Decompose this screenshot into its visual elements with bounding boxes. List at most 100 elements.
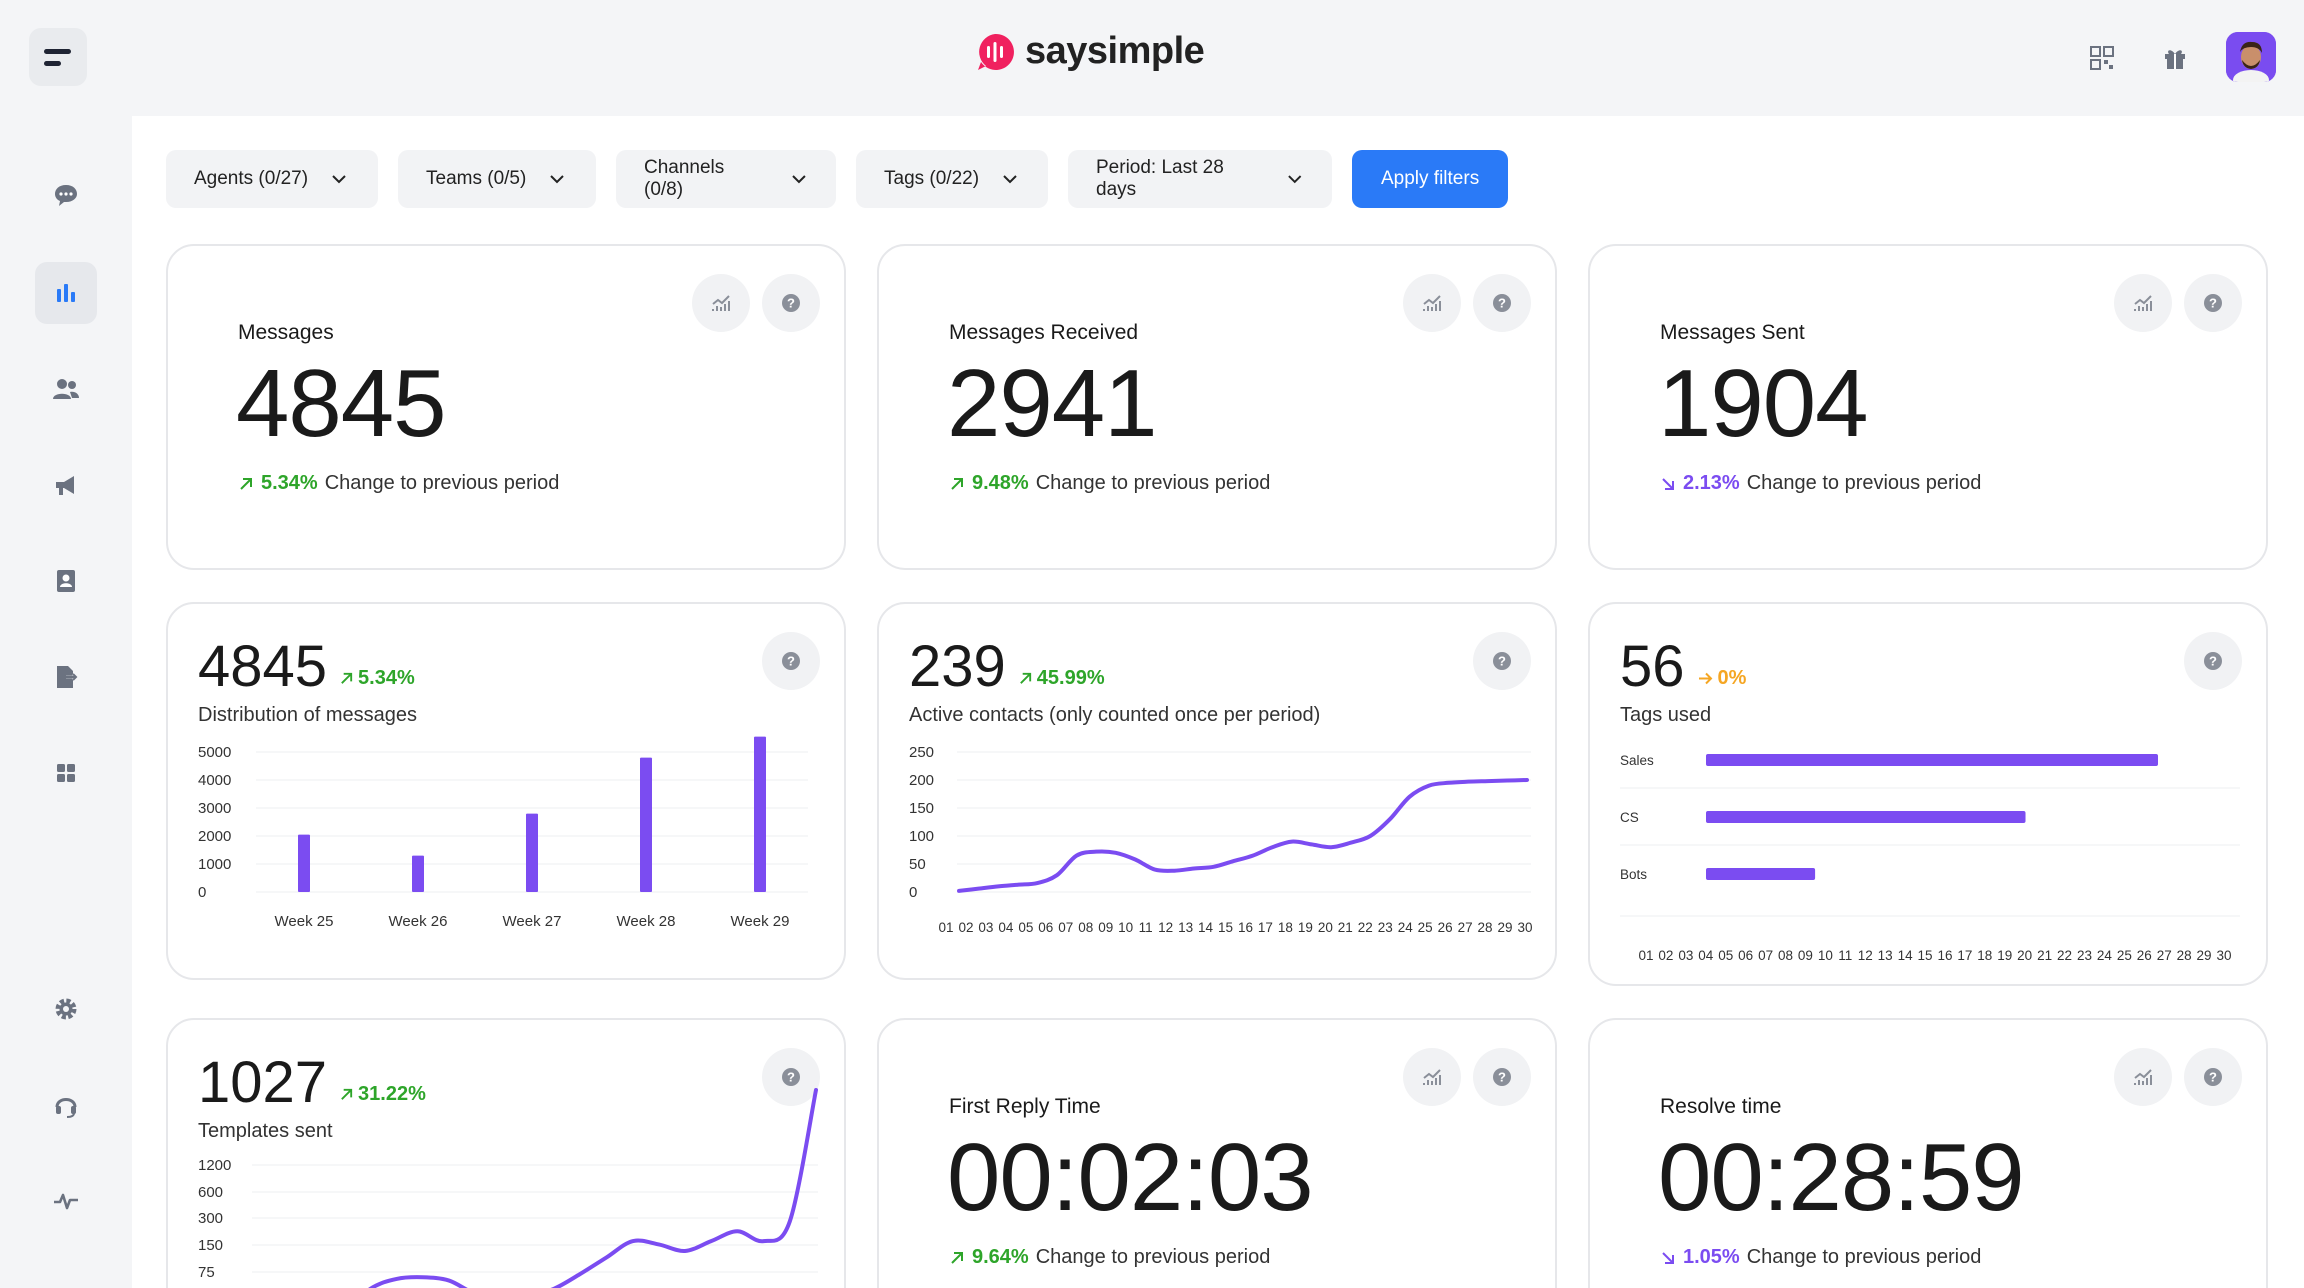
x-tick-label: 20	[1318, 920, 1333, 935]
sidebar-item-statistics[interactable]	[35, 262, 97, 324]
y-tick-label: 2000	[198, 828, 231, 845]
help-button[interactable]: ?	[1473, 632, 1531, 690]
filter-label: Period: Last 28 days	[1096, 157, 1224, 200]
chart-change: 5.34%	[339, 667, 415, 690]
x-tick-label: 22	[2057, 948, 2072, 963]
change-percent: 9.64%	[972, 1246, 1029, 1268]
x-tick-label: 23	[1378, 920, 1393, 935]
stat-value: 00:02:03	[947, 1124, 1314, 1231]
help-button[interactable]: ?	[2184, 632, 2242, 690]
arrow-up-right-icon	[240, 477, 252, 490]
x-tick-label: 13	[1178, 920, 1193, 935]
chart-header: 1027 31.22%	[198, 1054, 426, 1112]
y-tick-label: 1200	[198, 1157, 231, 1174]
x-tick-label: 15	[1918, 948, 1933, 963]
apply-filters-button[interactable]: Apply filters	[1352, 150, 1509, 208]
x-tick-label: 12	[1858, 948, 1873, 963]
change-percent: 5.34%	[261, 472, 318, 494]
svg-text:?: ?	[1498, 296, 1506, 311]
change-text: Change to previous period	[1746, 472, 1982, 494]
x-tick-label: 25	[1418, 920, 1433, 935]
x-tick-label: 04	[1698, 948, 1714, 963]
line-chart-icon	[2134, 295, 2152, 311]
filter-channels[interactable]: Channels (0/8)	[616, 150, 836, 208]
y-tick-label: 150	[198, 1237, 223, 1254]
help-button[interactable]: ?	[1473, 1048, 1531, 1106]
x-tick-label: 01	[938, 920, 953, 935]
arrow-up-right-icon	[1019, 672, 1031, 684]
sidebar-item-conversations[interactable]	[35, 164, 97, 226]
y-tick-label: Bots	[1620, 867, 1647, 882]
trend-chart-button[interactable]	[692, 274, 750, 332]
x-tick-label: 07	[1058, 920, 1073, 935]
trend-chart-button[interactable]	[2114, 274, 2172, 332]
sidebar-item-campaigns[interactable]	[35, 454, 97, 516]
stat-change: 2.13% Change to previous period	[1660, 472, 1981, 495]
filter-agents[interactable]: Agents (0/27)	[166, 150, 378, 208]
bar	[1706, 811, 2026, 823]
x-tick-label: 27	[1458, 920, 1473, 935]
user-avatar[interactable]	[2226, 32, 2276, 82]
x-tick-label: 22	[1358, 920, 1373, 935]
filter-tags[interactable]: Tags (0/22)	[856, 150, 1048, 208]
help-button[interactable]: ?	[762, 1048, 820, 1106]
x-tick-label: Week 25	[275, 913, 334, 930]
series-line	[957, 778, 1529, 893]
sidebar-item-apps[interactable]	[35, 742, 97, 804]
trend-chart-button[interactable]	[2114, 1048, 2172, 1106]
chart-change-percent: 31.22%	[358, 1083, 426, 1105]
megaphone-icon	[56, 476, 74, 495]
help-button[interactable]: ?	[2184, 1048, 2242, 1106]
help-button[interactable]: ?	[1473, 274, 1531, 332]
filter-teams[interactable]: Teams (0/5)	[398, 150, 596, 208]
menu-toggle-button[interactable]	[29, 28, 87, 86]
chart-value: 239	[909, 634, 1006, 699]
gift-icon[interactable]	[2161, 44, 2189, 72]
bar	[298, 834, 310, 892]
help-button[interactable]: ?	[762, 632, 820, 690]
brand-logo[interactable]: saysimple	[975, 30, 1205, 73]
x-tick-label: 29	[1498, 920, 1513, 935]
headset-icon	[55, 1098, 77, 1118]
active-contacts-line-chart: 250 200 150 100 50 0 01 02 03 04 05 06 07 08 09 10 11 12 1…	[909, 744, 1533, 935]
x-tick-label: 30	[1517, 920, 1532, 935]
chart-subtitle: Distribution of messages	[198, 704, 417, 726]
filter-label: Agents (0/27)	[194, 168, 309, 189]
x-tick-label: 04	[998, 920, 1014, 935]
y-tick-label: 4000	[198, 772, 231, 789]
x-tick-label: 27	[2157, 948, 2172, 963]
x-tick-label: 06	[1038, 920, 1053, 935]
change-percent: 9.48%	[972, 472, 1029, 494]
y-tick-label: 1000	[198, 856, 231, 873]
bar	[640, 757, 652, 892]
change-text: Change to previous period	[1035, 472, 1271, 494]
chart-subtitle: Active contacts (only counted once per p…	[909, 704, 1321, 726]
sidebar-item-address-book[interactable]	[35, 550, 97, 612]
help-button[interactable]: ?	[2184, 274, 2242, 332]
filter-period[interactable]: Period: Last 28 days	[1068, 150, 1332, 208]
line-chart-icon	[1423, 1069, 1441, 1085]
qr-code-icon[interactable]	[2088, 44, 2116, 72]
stat-card-first-reply-time: ? First Reply Time 00:02:03 9.64% Change…	[877, 1018, 1557, 1288]
bar	[1706, 868, 1816, 880]
help-circle-icon: ?	[782, 294, 800, 312]
trend-chart-button[interactable]	[1403, 1048, 1461, 1106]
x-tick-label: 11	[1139, 920, 1153, 935]
stat-change: 9.64% Change to previous period	[949, 1246, 1270, 1269]
chart-change: 45.99%	[1018, 667, 1105, 690]
app-header: saysimple	[0, 0, 2304, 116]
sidebar-item-export[interactable]	[35, 646, 97, 708]
y-tick-label: Sales	[1620, 753, 1654, 768]
file-export-icon	[57, 666, 80, 688]
chart-change-percent: 45.99%	[1036, 667, 1105, 689]
help-button[interactable]: ?	[762, 274, 820, 332]
sidebar-item-support[interactable]	[35, 1074, 97, 1136]
sidebar-item-activity[interactable]	[35, 1170, 97, 1232]
chart-card-tags-used: ? 56 0% Tags used Sales CS Bots 01 02 03 04 05 0…	[1588, 602, 2268, 986]
trend-chart-button[interactable]	[1403, 274, 1461, 332]
stat-change: 9.48% Change to previous period	[949, 472, 1270, 495]
tags-horizontal-bar-chart: Sales CS Bots 01 02 03 04 05 06 07 08 09 10 11 12 13 14 1…	[1620, 753, 2240, 963]
sidebar-item-settings[interactable]	[35, 978, 97, 1040]
x-tick-label: 05	[1018, 920, 1033, 935]
sidebar-item-contacts[interactable]	[35, 358, 97, 420]
